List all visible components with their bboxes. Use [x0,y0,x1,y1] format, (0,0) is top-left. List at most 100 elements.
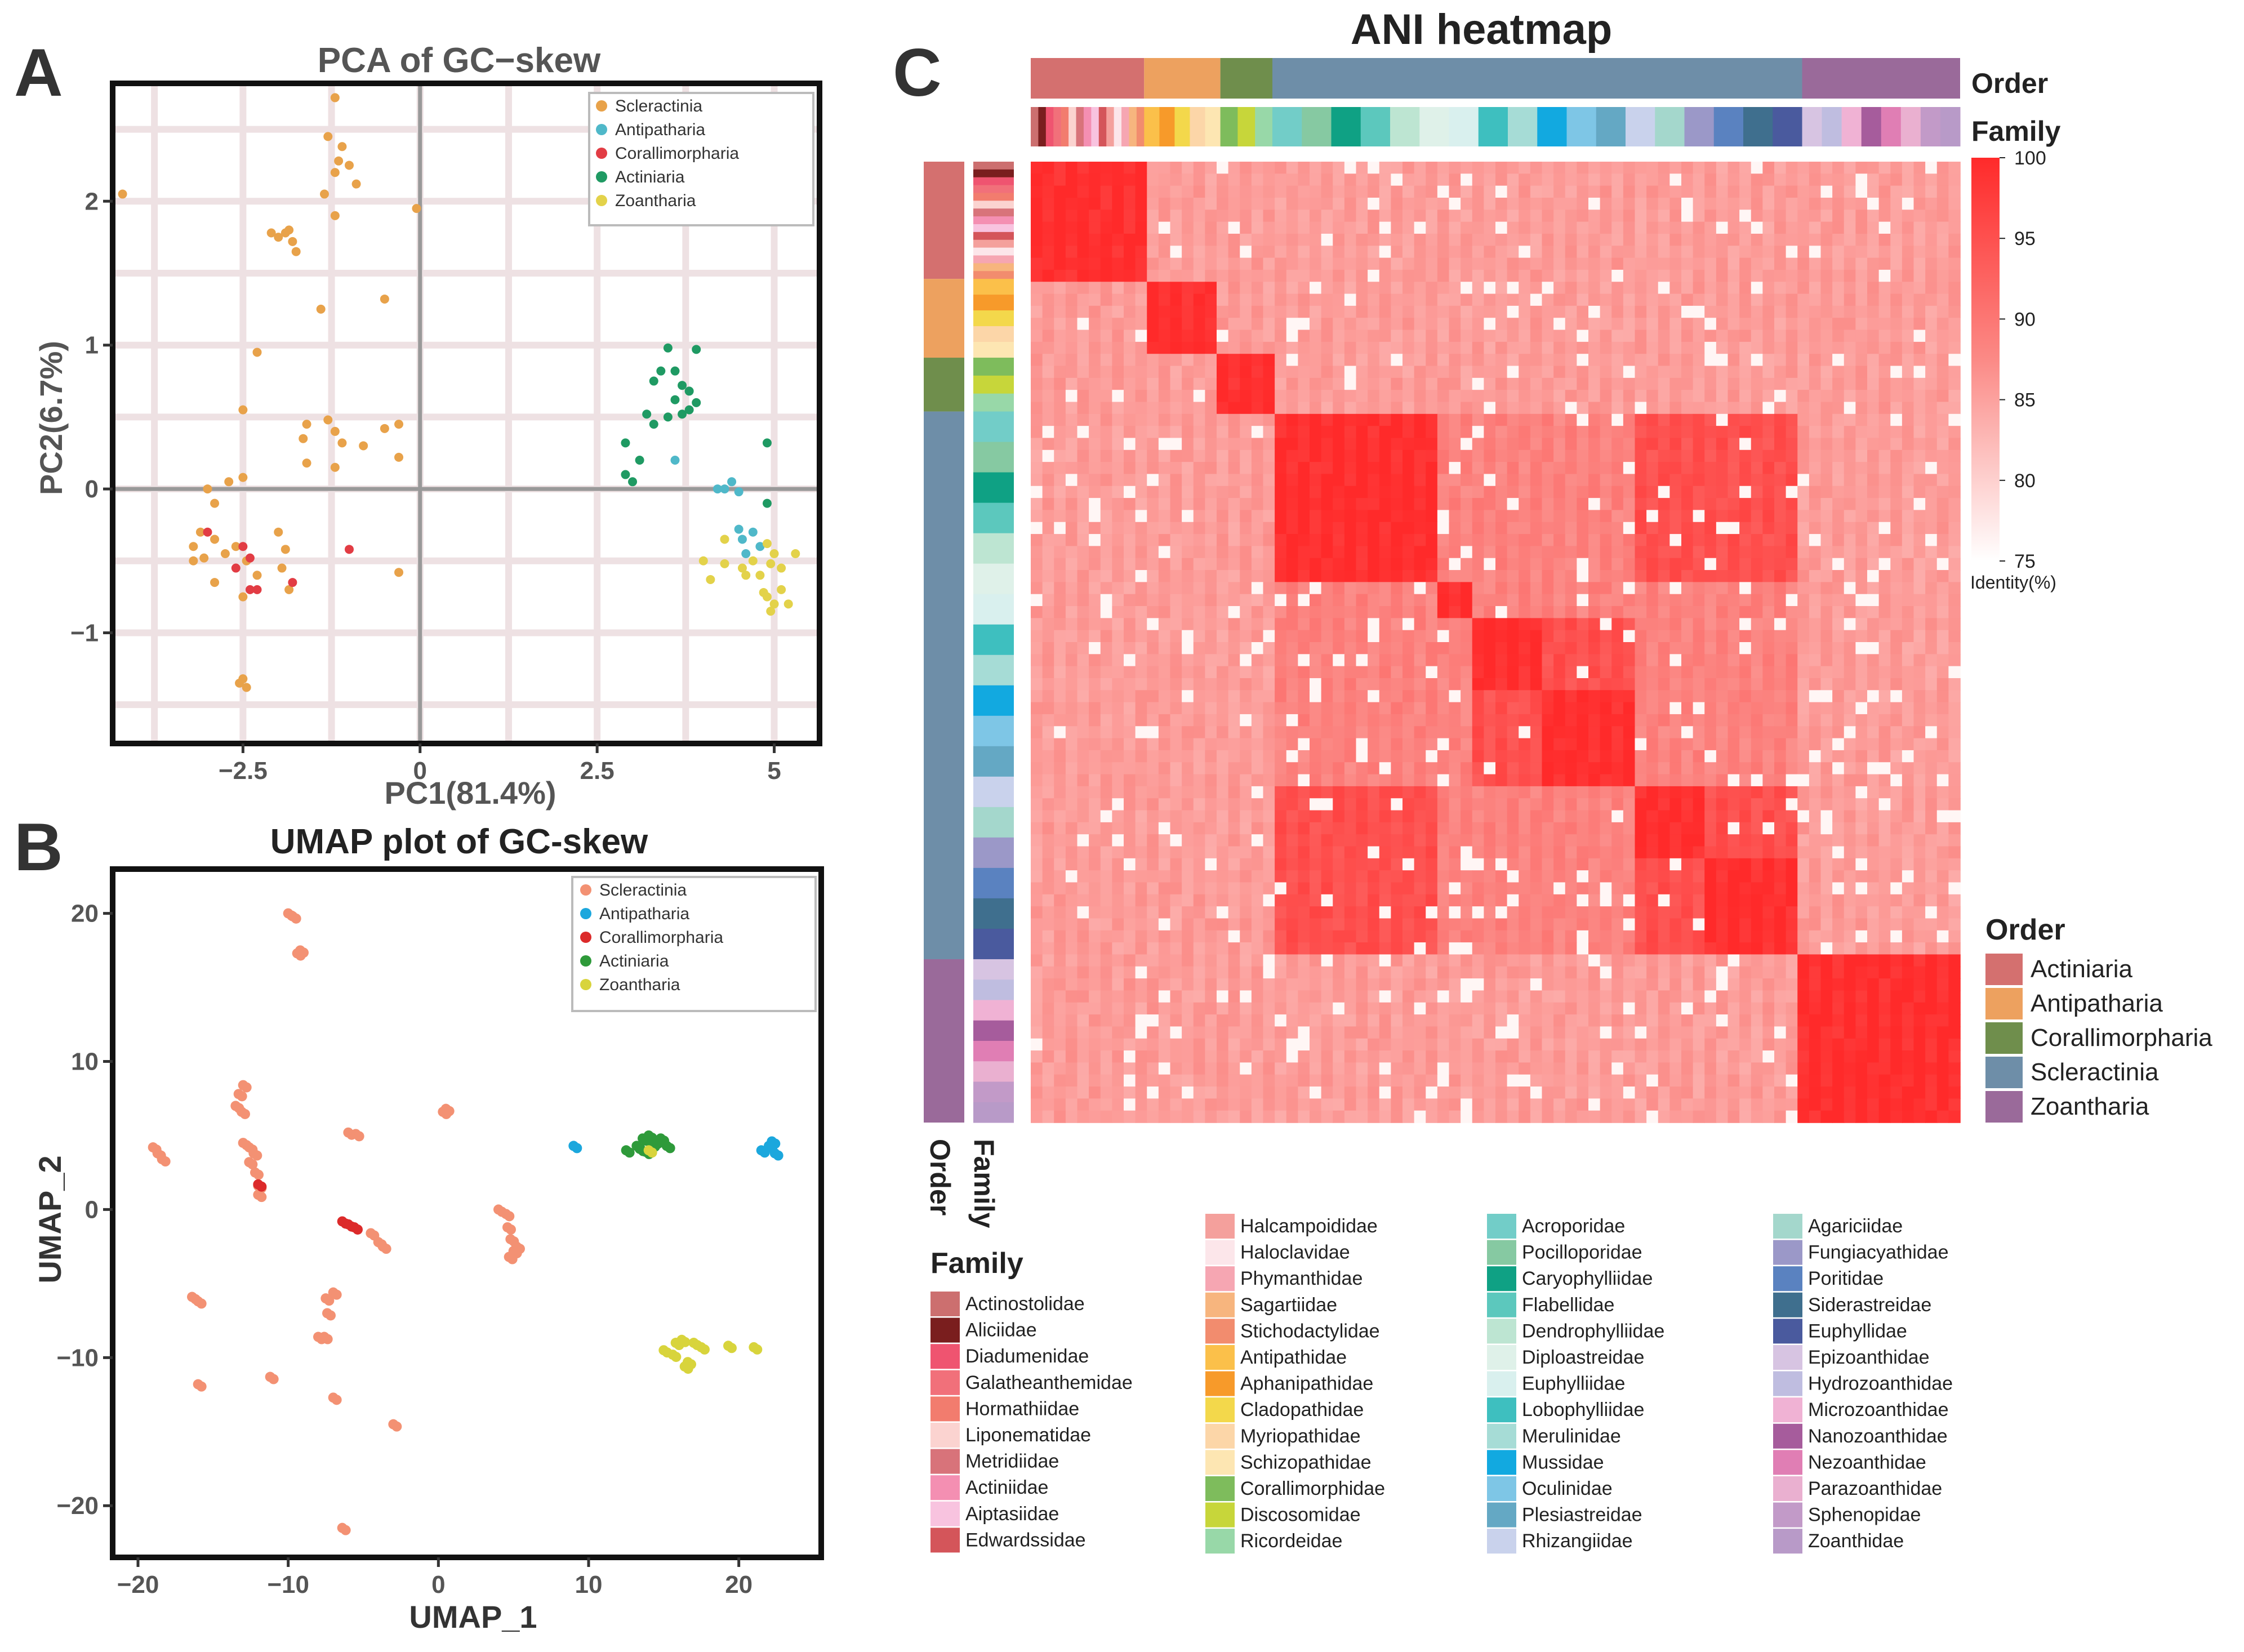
heatmap-cell [1762,413,1775,426]
heatmap-cell [1042,630,1055,643]
heatmap-cell [1228,762,1241,775]
heatmap-cell [1565,269,1578,283]
left-family-bar-poritidae [973,867,1014,899]
heatmap-cell [1716,293,1729,306]
heatmap-cell [1820,341,1833,354]
heatmap-cell [1077,834,1089,847]
heatmap-cell [1193,594,1206,607]
heatmap-cell [1228,377,1241,390]
heatmap-cell [1948,269,1961,283]
heatmap-cell [1658,305,1671,319]
heatmap-cell [1646,642,1659,655]
heatmap-cell [1774,402,1787,415]
heatmap-cell [1228,293,1241,306]
heatmap-cell [1855,354,1868,367]
top-family-bar-haloclavidae [1114,107,1122,146]
heatmap-cell [1820,534,1833,547]
heatmap-cell [1519,257,1531,270]
heatmap-cell [1739,390,1752,403]
heatmap-cell [1902,162,1914,175]
heatmap-cell [1786,714,1798,727]
heatmap-cell [1333,162,1345,175]
heatmap-cell [1251,486,1264,498]
heatmap-cell [1042,738,1055,751]
heatmap-cell [1135,606,1148,619]
heatmap-cell [1948,293,1961,306]
heatmap-cell [1681,318,1694,331]
heatmap-cell [1275,702,1287,715]
heatmap-cell [1797,786,1810,799]
heatmap-cell [1449,185,1461,198]
heatmap-cell [1948,318,1961,331]
heatmap-cell [1762,774,1775,787]
top-family-bar-metridiidae [1076,107,1084,146]
heatmap-cell [1158,210,1171,222]
heatmap-cell [1762,341,1775,354]
heatmap-cell [1867,341,1880,354]
heatmap-cell [1669,534,1682,547]
heatmap-cell [1217,522,1229,535]
heatmap-cell [1913,642,1926,655]
heatmap-cell [1739,462,1752,475]
umap-legend-label-scleractinia: Scleractinia [599,881,687,900]
heatmap-cell [1275,474,1287,487]
heatmap-cell [1368,438,1380,451]
heatmap-cell [1727,413,1740,426]
heatmap-cell [1321,558,1334,571]
heatmap-cell [1774,510,1787,523]
heatmap-cell [1913,377,1926,390]
heatmap-cell [1786,426,1798,439]
heatmap-cell [1054,618,1066,631]
heatmap-cell [1054,221,1066,234]
heatmap-cell [1565,402,1578,415]
heatmap-cell [1762,786,1775,799]
heatmap-cell [1298,474,1310,487]
heatmap-cell [1519,774,1531,787]
heatmap-cell [1646,678,1659,691]
heatmap-cell [1693,221,1706,234]
heatmap-cell [1263,162,1275,175]
heatmap-cell [1751,630,1764,643]
heatmap-cell [1739,341,1752,354]
heatmap-cell [1600,702,1613,715]
heatmap-cell [1298,834,1310,847]
heatmap-cell [1623,413,1636,426]
heatmap-cell [1832,606,1845,619]
heatmap-cell [1693,185,1706,198]
heatmap-cell [1844,462,1856,475]
heatmap-cell [1065,642,1078,655]
heatmap-cell [1263,678,1275,691]
heatmap-cell [1519,185,1531,198]
heatmap-cell [1855,738,1868,751]
heatmap-cell [1577,690,1589,703]
heatmap-cell [1461,678,1473,691]
heatmap-cell [1646,246,1659,259]
heatmap-cell [1611,678,1624,691]
heatmap-cell [1913,726,1926,739]
heatmap-cell [1681,546,1694,559]
heatmap-cell [1611,402,1624,415]
heatmap-cell [1855,305,1868,319]
heatmap-cell [1739,654,1752,667]
heatmap-cell [1890,366,1903,379]
heatmap-cell [1855,282,1868,295]
heatmap-cell [1925,318,1938,331]
heatmap-cell [1751,726,1764,739]
heatmap-cell [1368,654,1380,667]
heatmap-cell [1158,654,1171,667]
heatmap-cell [1855,582,1868,595]
top-family-bar-oculinidae [1566,107,1597,146]
top-family-bar-aliciidae [1038,107,1047,146]
heatmap-cell [1344,594,1357,607]
heatmap-cell [1495,329,1508,342]
heatmap-cell [1333,413,1345,426]
heatmap-cell [1890,714,1903,727]
heatmap-cell [1205,702,1217,715]
heatmap-cell [1031,329,1043,342]
heatmap-cell [1913,798,1926,811]
top-family-bar-actiniidae [1083,107,1092,146]
heatmap-cell [1577,474,1589,487]
heatmap-cell [1426,269,1438,283]
heatmap-cell [1286,498,1299,511]
heatmap-cell [1205,594,1217,607]
